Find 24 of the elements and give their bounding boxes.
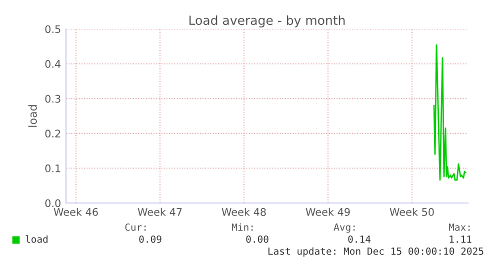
text: 1.11	[450, 236, 472, 243]
text: Min:	[232, 223, 253, 231]
text: 0.14	[348, 235, 371, 243]
y-axis-title: load	[28, 105, 37, 127]
x-tick-label: Week 46	[54, 208, 98, 216]
x-tick-label: Week 48	[222, 208, 266, 216]
y-tick-label: 0.5	[45, 25, 60, 34]
text: Cur:	[125, 223, 146, 231]
chart-title: Load average - by month	[189, 15, 345, 28]
y-tick-label: 0.3	[45, 94, 60, 103]
text: Last update: Mon Dec 15 00:00:10 2025	[268, 247, 484, 257]
line-series	[433, 44, 466, 181]
legend-label: load	[26, 235, 48, 243]
x-tick-label: Week 50	[390, 208, 434, 216]
y-tick-label: 0.2	[45, 130, 60, 138]
y-tick-label: 0.0	[45, 199, 60, 208]
x-tick-label: Week 49	[306, 208, 350, 216]
text: 0.00	[246, 235, 268, 243]
text: Avg:	[334, 224, 355, 233]
text: Max:	[448, 224, 470, 231]
y-tick-label: 0.1	[45, 164, 60, 172]
y-tick-label: 0.4	[45, 60, 61, 68]
x-tick-label: Week 47	[138, 208, 182, 216]
text: 0.09	[139, 235, 162, 243]
